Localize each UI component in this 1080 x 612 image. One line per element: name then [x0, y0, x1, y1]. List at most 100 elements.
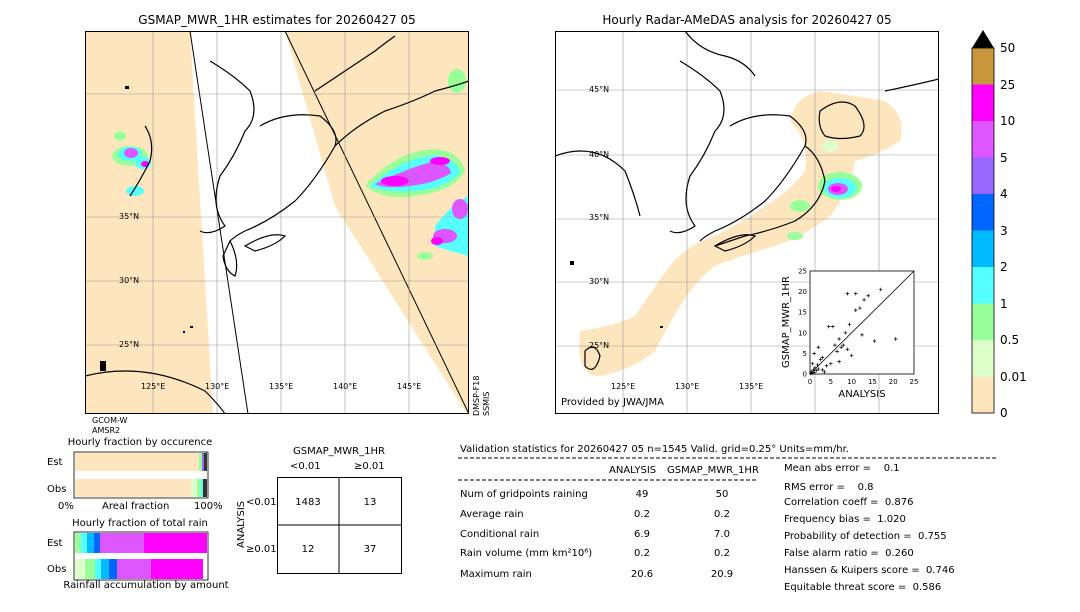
contingency-c12: 13	[363, 497, 377, 508]
scatter-point-30	[872, 339, 877, 343]
stat-b-3: 0.2	[714, 548, 730, 559]
left-lon-130: 130°E	[205, 382, 230, 391]
stat-label-1: Average rain	[460, 509, 524, 520]
left-map-title: GSMAP_MWR_1HR estimates for 20260427 05	[138, 13, 416, 27]
right-lat-45: 45°N	[589, 85, 610, 94]
scatter-point-29	[866, 293, 871, 298]
contingency-grid	[277, 477, 402, 574]
colorbar-segment-7	[972, 303, 994, 341]
stat-a-4: 20.6	[630, 569, 654, 580]
score-0: Mean abs error = 0.1	[784, 463, 900, 474]
stat-b-4: 20.9	[710, 569, 734, 580]
left-rain-west	[112, 131, 151, 196]
colorbar-segment-0	[972, 48, 994, 85]
colorbar-label-8: 0.5	[1000, 333, 1020, 347]
frac-occ-est-bar	[75, 453, 199, 471]
scatter-point-22	[843, 331, 848, 335]
validation-col-analysis: ANALYSIS	[609, 465, 657, 476]
scatter-xtick-20: 20	[889, 378, 898, 386]
scatter-point-25	[858, 306, 862, 310]
scatter-ytick-0: 0	[803, 371, 807, 379]
scatter-inset: 00 5 5 10 10 15 15 20 20 25 25	[798, 268, 919, 387]
right-lon-135: 135°E	[739, 382, 764, 391]
scatter-point-33	[826, 324, 831, 329]
colorbar-segment-6	[972, 267, 994, 304]
stat-label-4: Maximum rain	[460, 569, 532, 580]
right-lat-30: 30°N	[589, 277, 610, 286]
left-rain-east	[365, 69, 469, 260]
contingency-col-ge: ≥0.01	[354, 461, 385, 472]
right-lon-125: 125°E	[611, 382, 636, 391]
scatter-point-5	[810, 361, 815, 366]
validation-subdivider	[458, 479, 758, 481]
left-coastlines	[85, 35, 469, 414]
colorbar-label-10: 0	[1000, 406, 1008, 420]
right-lat-35: 35°N	[589, 213, 610, 222]
contingency-header: GSMAP_MWR_1HR	[293, 446, 385, 457]
scatter-point-11	[824, 363, 829, 368]
scatter-xtick-10: 10	[847, 378, 856, 386]
stat-label-2: Conditional rain	[460, 529, 540, 540]
colorbar-label-9: 0.01	[1000, 369, 1027, 384]
stat-a-2: 6.9	[634, 529, 650, 540]
frac-occ-est-label: Est	[47, 457, 63, 468]
frac-occ-title: Hourly fraction by occurence	[67, 437, 213, 448]
scatter-xlabel: ANALYSIS	[838, 389, 886, 400]
colorbar	[971, 30, 995, 414]
score-7: Equitable threat score = 0.586	[784, 582, 942, 593]
frac-occ-xmid: Areal fraction	[102, 501, 170, 512]
scatter-point-34	[831, 324, 835, 329]
frac-total-est-bar	[75, 533, 207, 553]
score-1: RMS error = 0.8	[784, 482, 874, 493]
scatter-point-10	[822, 370, 827, 374]
scatter-point-12	[812, 351, 816, 356]
scatter-xtick-5: 5	[829, 378, 833, 386]
scatter-ytick-20: 20	[798, 288, 807, 296]
left-lon-140: 140°E	[333, 382, 358, 391]
scatter-point-32	[893, 337, 898, 341]
contingency-c21: 12	[301, 544, 315, 555]
radar-coverage	[579, 91, 902, 376]
frac-total-obs-label: Obs	[47, 564, 67, 575]
left-lon-145: 145°E	[397, 382, 422, 391]
data-credit: Provided by JWA/JMA	[561, 397, 664, 408]
colorbar-segment-2	[972, 121, 994, 158]
colorbar-segment-5	[972, 230, 994, 268]
right-coastlines	[555, 31, 939, 370]
score-5: False alarm ratio = 0.260	[784, 548, 914, 559]
left-satellite-label: GCOM-W AMSR2	[92, 416, 128, 435]
frac-total-bars	[73, 531, 209, 581]
frac-occ-xmin: 0%	[58, 501, 74, 512]
colorbar-label-2: 10	[1000, 114, 1016, 128]
scatter-point-35	[820, 355, 825, 360]
score-2: Correlation coeff = 0.876	[784, 497, 914, 508]
colorbar-label-1: 25	[1000, 77, 1016, 92]
scatter-ytick-15: 15	[798, 309, 807, 317]
frac-occ-obs-bar	[75, 479, 191, 497]
colorbar-segment-1	[972, 84, 994, 122]
colorbar-segment-4	[972, 194, 994, 231]
scatter-point-13	[816, 345, 821, 350]
scatter-point-21	[849, 353, 854, 358]
left-lat-30: 30°N	[119, 276, 140, 285]
scatter-point-4	[813, 366, 817, 370]
validation-divider	[458, 457, 998, 459]
right-lat-40: 40°N	[589, 150, 610, 159]
frac-total-title: Hourly fraction of total rain	[72, 518, 208, 529]
scatter-point-2	[811, 368, 816, 372]
scatter-point-27	[845, 291, 850, 296]
scatter-point-17	[837, 337, 841, 341]
left-lon-135: 135°E	[269, 382, 294, 391]
scatter-ytick-10: 10	[798, 329, 807, 337]
stat-a-3: 0.2	[634, 548, 650, 559]
scatter-point-26	[862, 298, 866, 302]
colorbar-segment-8	[972, 340, 994, 377]
left-lon-125: 125°E	[141, 382, 166, 391]
scatter-point-31	[878, 287, 883, 292]
stat-b-2: 7.0	[714, 529, 730, 540]
right-lat-25: 25°N	[589, 341, 610, 350]
contingency-col-lt: <0.01	[290, 461, 321, 472]
right-islands	[570, 261, 663, 328]
stat-label-3: Rain volume (mm km²10⁶)	[460, 548, 593, 559]
scatter-xtick-25: 25	[910, 378, 919, 386]
